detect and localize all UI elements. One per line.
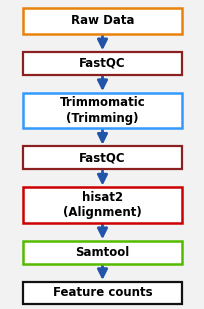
- FancyBboxPatch shape: [22, 281, 182, 304]
- Text: FastQC: FastQC: [79, 151, 125, 164]
- FancyBboxPatch shape: [22, 146, 182, 169]
- FancyBboxPatch shape: [22, 8, 182, 34]
- FancyBboxPatch shape: [22, 241, 182, 264]
- Text: Samtool: Samtool: [75, 246, 129, 259]
- FancyBboxPatch shape: [22, 52, 182, 75]
- Text: Trimmomatic
(Trimming): Trimmomatic (Trimming): [59, 96, 145, 125]
- Text: hisat2
(Alignment): hisat2 (Alignment): [63, 191, 141, 219]
- Text: Raw Data: Raw Data: [70, 14, 134, 27]
- Text: Feature counts: Feature counts: [52, 286, 152, 299]
- FancyBboxPatch shape: [22, 93, 182, 128]
- Text: FastQC: FastQC: [79, 57, 125, 70]
- FancyBboxPatch shape: [22, 187, 182, 223]
